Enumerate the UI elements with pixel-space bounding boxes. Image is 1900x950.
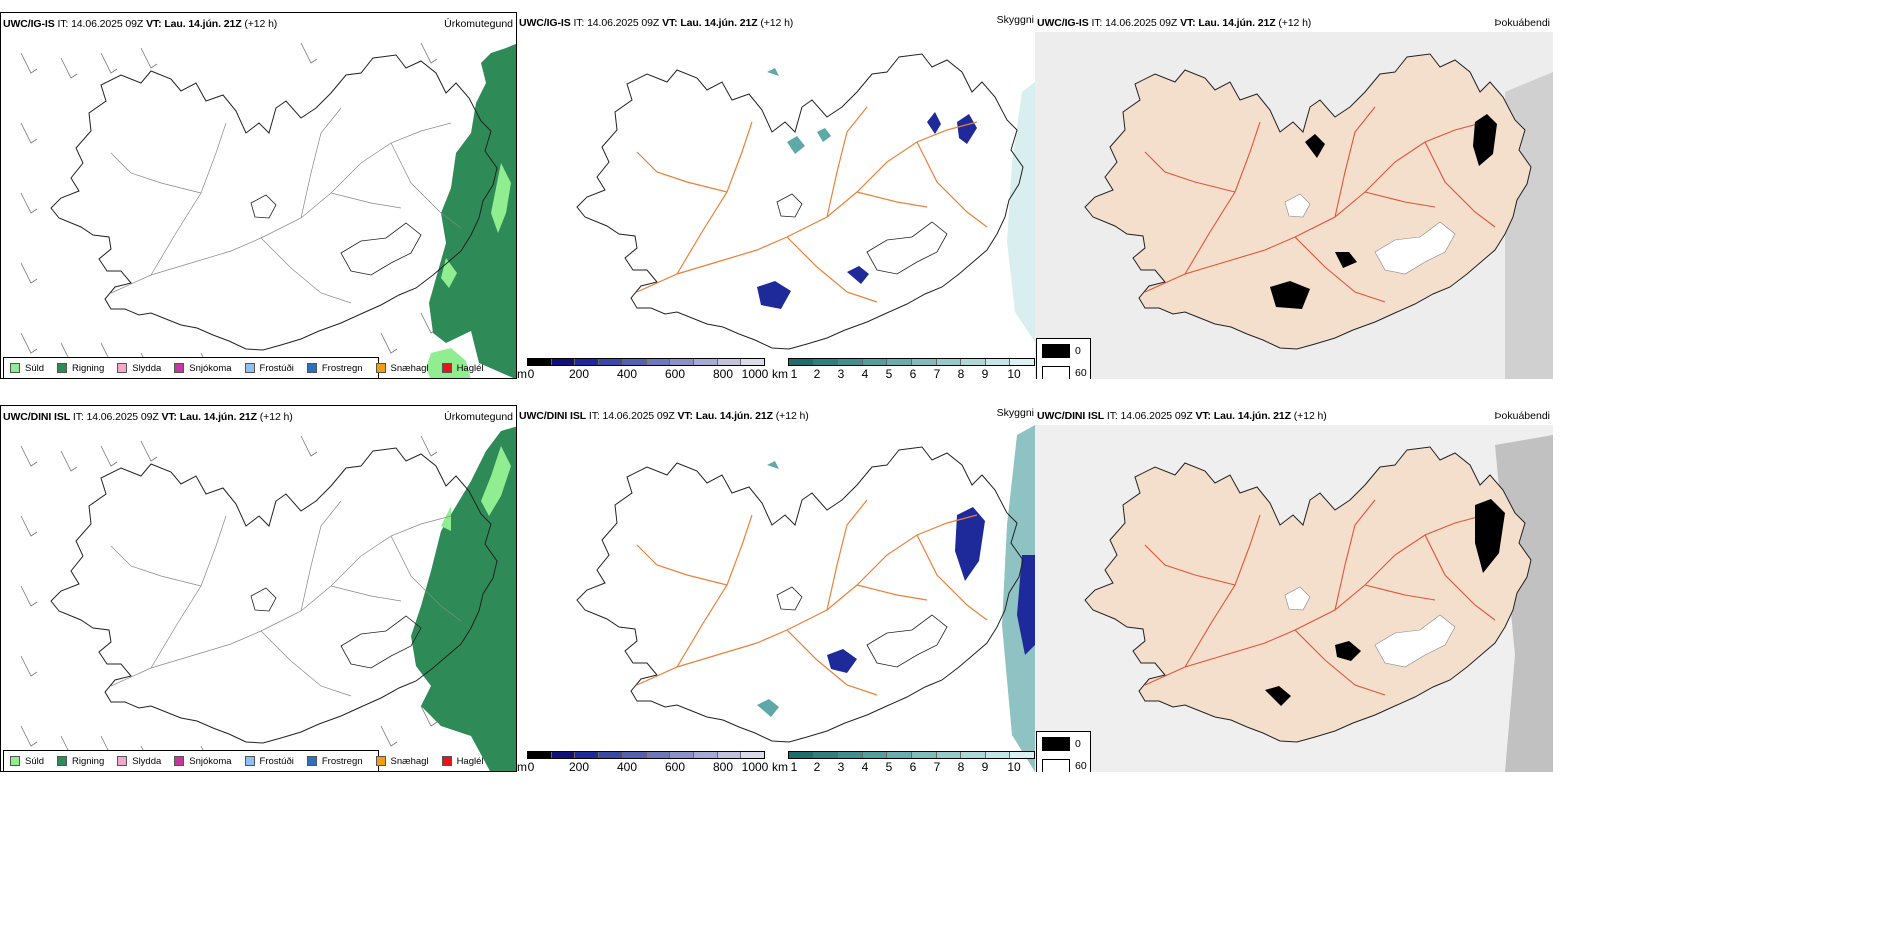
panel-fog-row1: UWC/IG-IS IT: 14.06.2025 09Z VT: Lau. 14… bbox=[1035, 12, 1553, 379]
model-name: UWC/DINI ISL bbox=[1037, 410, 1105, 422]
wind-barbs bbox=[20, 435, 438, 767]
precip-type-legend: Súld Rigning Slydda Snjókoma Frostúði Fr… bbox=[3, 750, 484, 771]
it-label: IT: bbox=[1106, 410, 1118, 422]
precip-type-legend: Súld Rigning Slydda Snjókoma Frostúði Fr… bbox=[3, 357, 484, 378]
panel-header: UWC/DINI ISL IT: 14.06.2025 09Z VT: Lau.… bbox=[3, 411, 293, 423]
lead-time: (+12 h) bbox=[1278, 17, 1312, 29]
valid-time: Lau. 14.jún. 21Z bbox=[1198, 17, 1276, 29]
rain-area bbox=[429, 43, 516, 378]
cloud-base-map bbox=[576, 53, 1035, 350]
valid-time: Lau. 14.jún. 21Z bbox=[164, 18, 242, 30]
valid-time: Lau. 14.jún. 21Z bbox=[1213, 410, 1291, 422]
legend-item-rain: Rigning bbox=[57, 756, 104, 767]
height-colorbar-row1: m 0 200 400 600 800 1000 bbox=[517, 358, 768, 384]
init-time: 14.06.2025 09Z bbox=[1120, 410, 1193, 422]
visibility-colorbar-row1: km 1 2 3 4 5 6 7 8 9 10 bbox=[770, 358, 1035, 384]
init-time: 14.06.2025 09Z bbox=[1105, 17, 1178, 29]
it-label: IT: bbox=[1091, 17, 1103, 29]
vt-label: VT: bbox=[146, 18, 162, 30]
init-time: 14.06.2025 09Z bbox=[71, 18, 144, 30]
legend-item-rain: Rigning bbox=[57, 363, 104, 374]
vt-label: VT: bbox=[662, 17, 678, 29]
panel-cloud-base-row1: UWC/IG-IS IT: 14.06.2025 09Z VT: Lau. 14… bbox=[517, 12, 1035, 379]
panel-fog-row2: UWC/DINI ISL IT: 14.06.2025 09Z VT: Lau.… bbox=[1035, 405, 1553, 772]
legend-item-freezing-rain: Frostregn bbox=[306, 363, 363, 374]
visibility-colorbar-row2: km 1 2 3 4 5 6 7 8 9 10 bbox=[770, 751, 1035, 777]
vt-label: VT: bbox=[677, 410, 694, 422]
precip-map bbox=[20, 426, 516, 771]
init-time: 14.06.2025 09Z bbox=[587, 17, 660, 29]
drizzle-area bbox=[426, 163, 511, 378]
init-time: 14.06.2025 09Z bbox=[602, 410, 675, 422]
legend-item-snow-pellets: Snæhagl bbox=[375, 363, 429, 374]
panel-title: Þokuábendi bbox=[1494, 410, 1550, 422]
panel-title: Skyggni bbox=[996, 407, 1034, 419]
vt-label: VT: bbox=[161, 411, 178, 423]
fog-map bbox=[1035, 32, 1553, 379]
drizzle-area bbox=[441, 446, 511, 531]
legend-item-snow: Snjókoma bbox=[174, 756, 232, 767]
legend-item-freezing-drizzle: Frostúði bbox=[244, 756, 294, 767]
legend-item-drizzle: Súld bbox=[10, 363, 44, 374]
legend-item-snow-pellets: Snæhagl bbox=[375, 756, 429, 767]
legend-item-hail: Haglél bbox=[441, 363, 484, 374]
panel-title: Skyggni bbox=[996, 14, 1034, 26]
lead-time: (+12 h) bbox=[775, 410, 809, 422]
model-name: UWC/DINI ISL bbox=[519, 410, 587, 422]
fog-legend: 0 60 bbox=[1036, 338, 1091, 379]
vt-label: VT: bbox=[1195, 410, 1212, 422]
fog-legend: 0 60 bbox=[1036, 731, 1091, 772]
lead-time: (+12 h) bbox=[1293, 410, 1327, 422]
it-label: IT: bbox=[57, 18, 69, 30]
fog-map bbox=[1035, 425, 1553, 772]
lead-time: (+12 h) bbox=[760, 17, 794, 29]
lead-time: (+12 h) bbox=[244, 18, 278, 30]
legend-item-drizzle: Súld bbox=[10, 756, 44, 767]
valid-time: Lau. 14.jún. 21Z bbox=[179, 411, 257, 423]
panel-header: UWC/IG-IS IT: 14.06.2025 09Z VT: Lau. 14… bbox=[1037, 17, 1311, 29]
precip-map bbox=[20, 42, 516, 378]
valid-time: Lau. 14.jún. 21Z bbox=[695, 410, 773, 422]
init-time: 14.06.2025 09Z bbox=[86, 411, 159, 423]
legend-item-snow: Snjókoma bbox=[174, 363, 232, 374]
model-name: UWC/IG-IS bbox=[3, 18, 55, 30]
panel-header: UWC/DINI ISL IT: 14.06.2025 09Z VT: Lau.… bbox=[1037, 410, 1327, 422]
legend-item-sleet: Slydda bbox=[117, 363, 161, 374]
panel-header: UWC/DINI ISL IT: 14.06.2025 09Z VT: Lau.… bbox=[519, 410, 809, 422]
cloud-base-map bbox=[576, 425, 1035, 772]
height-colorbar-row2: m 0 200 400 600 800 1000 bbox=[517, 751, 768, 777]
panel-title: Þokuábendi bbox=[1494, 17, 1550, 29]
panel-cloud-base-row2: UWC/DINI ISL IT: 14.06.2025 09Z VT: Lau.… bbox=[517, 405, 1035, 772]
panel-title: Úrkomutegund bbox=[444, 411, 513, 423]
panel-title: Úrkomutegund bbox=[444, 18, 513, 30]
it-label: IT: bbox=[588, 410, 600, 422]
panel-header: UWC/IG-IS IT: 14.06.2025 09Z VT: Lau. 14… bbox=[3, 18, 277, 30]
model-name: UWC/DINI ISL bbox=[3, 411, 71, 423]
legend-item-hail: Haglél bbox=[441, 756, 484, 767]
wind-barbs bbox=[20, 42, 438, 374]
legend-item-freezing-rain: Frostregn bbox=[306, 756, 363, 767]
panel-precip-type-row2: UWC/DINI ISL IT: 14.06.2025 09Z VT: Lau.… bbox=[0, 405, 517, 772]
panel-precip-type-row1: UWC/IG-IS IT: 14.06.2025 09Z VT: Lau. 14… bbox=[0, 12, 517, 379]
lead-time: (+12 h) bbox=[259, 411, 293, 423]
legend-item-sleet: Slydda bbox=[117, 756, 161, 767]
model-name: UWC/IG-IS bbox=[519, 17, 571, 29]
legend-item-freezing-drizzle: Frostúði bbox=[244, 363, 294, 374]
valid-time: Lau. 14.jún. 21Z bbox=[680, 17, 758, 29]
vt-label: VT: bbox=[1180, 17, 1196, 29]
it-label: IT: bbox=[573, 17, 585, 29]
it-label: IT: bbox=[72, 411, 84, 423]
panel-header: UWC/IG-IS IT: 14.06.2025 09Z VT: Lau. 14… bbox=[519, 17, 793, 29]
model-name: UWC/IG-IS bbox=[1037, 17, 1089, 29]
